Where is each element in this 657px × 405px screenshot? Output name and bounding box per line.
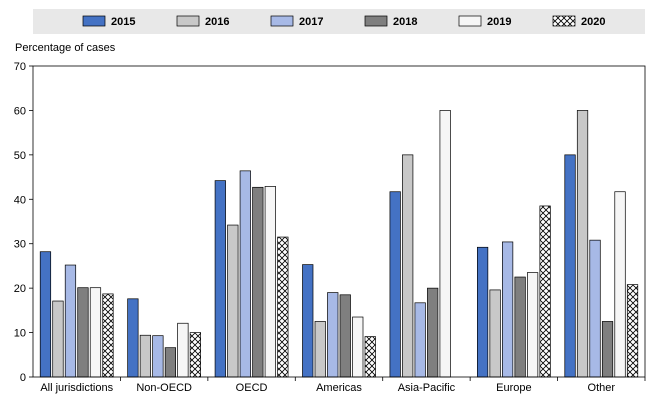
bar-2016 <box>576 110 589 378</box>
bar-2015 <box>477 246 489 378</box>
y-tick-label: 60 <box>14 105 26 117</box>
x-tick-label: Europe <box>496 382 531 394</box>
bar-2018 <box>427 287 439 378</box>
y-axis: 0 10 20 30 40 50 60 70 <box>14 61 33 384</box>
legend-label: 2020 <box>581 16 605 28</box>
bar-2018 <box>339 294 351 378</box>
legend: 2015 2016 2017 2018 2019 2020 <box>82 15 605 28</box>
bar-2019 <box>89 287 102 378</box>
legend-label: 2015 <box>111 16 135 28</box>
bar-2018 <box>164 347 176 378</box>
legend-label: 2019 <box>487 16 511 28</box>
legend-swatch-2016 <box>176 15 200 27</box>
bar-2017 <box>502 241 514 378</box>
bar-2017 <box>152 335 164 378</box>
legend-background <box>33 9 645 34</box>
legend-swatch-2015 <box>82 15 106 27</box>
y-tick-label: 50 <box>14 150 26 162</box>
y-tick-label: 70 <box>14 61 26 73</box>
bar-2017 <box>239 170 251 378</box>
legend-label: 2017 <box>299 16 323 28</box>
bar-2017 <box>589 239 601 378</box>
bar-2019 <box>527 272 539 378</box>
bar-2017 <box>327 292 339 378</box>
bar-2020 <box>102 293 114 378</box>
y-tick-label: 10 <box>14 328 26 340</box>
bar-2016 <box>139 334 151 378</box>
bar-2020 <box>364 336 376 378</box>
bar-2017 <box>414 302 426 378</box>
legend-swatch-2020 <box>552 15 576 27</box>
y-tick-label: 40 <box>14 194 26 206</box>
bar-2020 <box>277 236 289 378</box>
bar-2019 <box>352 316 364 378</box>
x-tick-label: OECD <box>236 382 268 394</box>
x-tick-label: Non-OECD <box>136 382 192 394</box>
bar-2018 <box>514 276 526 378</box>
x-tick-label: Other <box>588 382 616 394</box>
bars <box>39 110 639 378</box>
bar-2019 <box>439 110 451 378</box>
bar-2015 <box>302 264 314 378</box>
bar-2016 <box>489 289 501 378</box>
legend-swatch-2017 <box>270 15 294 27</box>
plot-frame <box>32 65 646 378</box>
x-tick-label: All jurisdictions <box>40 382 113 394</box>
x-tick-label: Asia-Pacific <box>398 382 456 394</box>
bar-2018 <box>601 321 614 378</box>
bar-2019 <box>264 186 276 378</box>
legend-label: 2018 <box>393 16 417 28</box>
legend-swatch-2019 <box>458 15 482 27</box>
bar-2016 <box>314 321 326 378</box>
bar-2020 <box>626 284 639 378</box>
bar-2020 <box>189 332 201 378</box>
bar-2016 <box>402 154 414 378</box>
bar-2019 <box>177 322 189 378</box>
bar-2016 <box>227 224 239 378</box>
legend-label: 2016 <box>205 16 229 28</box>
y-tick-label: 30 <box>14 239 26 251</box>
bar-2015 <box>39 251 52 378</box>
y-axis-label: Percentage of cases <box>15 42 116 54</box>
x-axis: All jurisdictions Non-OECD OECD Americas Asi… <box>40 377 646 394</box>
legend-swatch-2018 <box>364 15 388 27</box>
bar-2015 <box>214 180 226 378</box>
bar-2020 <box>539 205 551 378</box>
bar-2016 <box>52 300 64 378</box>
y-tick-label: 20 <box>14 283 26 295</box>
bar-2019 <box>614 191 626 378</box>
bar-2018 <box>252 186 264 378</box>
y-tick-label: 0 <box>20 372 26 384</box>
bar-2018 <box>77 287 89 378</box>
bar-2015 <box>564 154 576 378</box>
bar-2017 <box>64 264 77 378</box>
bar-2015 <box>127 298 139 378</box>
bar-2015 <box>389 191 401 378</box>
x-tick-label: Americas <box>316 382 362 394</box>
